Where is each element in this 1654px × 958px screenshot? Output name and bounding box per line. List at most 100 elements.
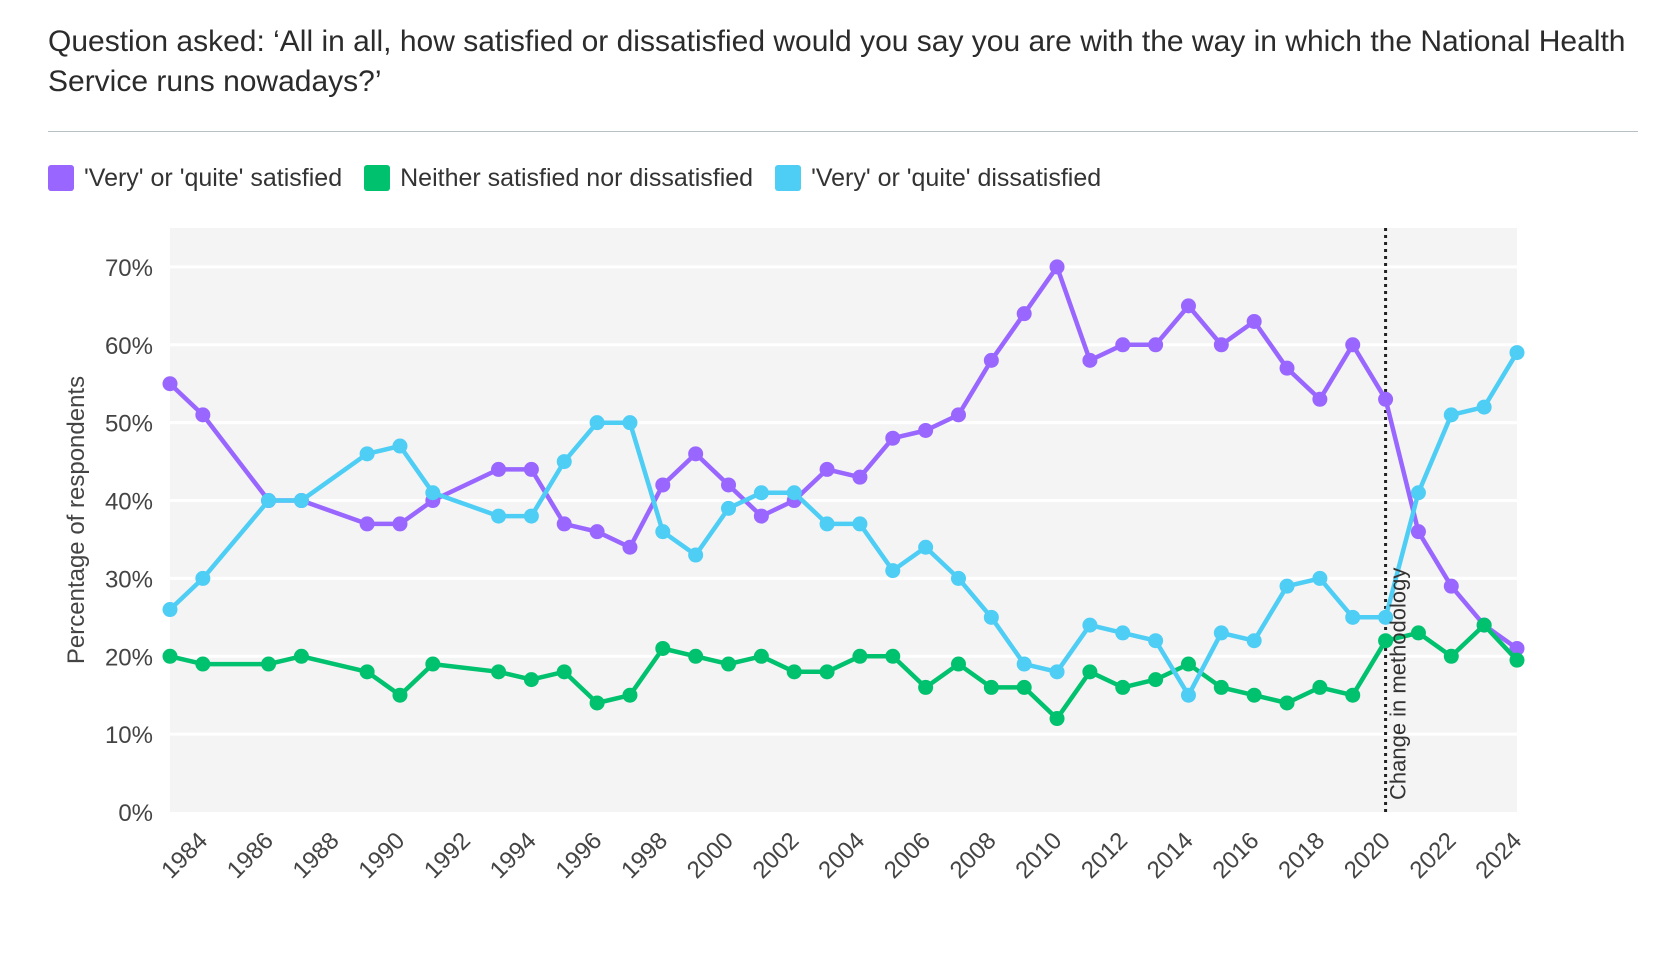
data-point-series-2 (1312, 570, 1328, 586)
data-point-series-0 (852, 469, 868, 485)
data-point-series-1 (1213, 679, 1229, 695)
chart-title: Question asked: ‘All in all, how satisfi… (48, 25, 1626, 98)
data-point-series-1 (523, 672, 539, 688)
data-point-series-2 (1345, 609, 1361, 625)
x-tick-label: 2018 (1273, 827, 1330, 884)
x-tick-label: 2012 (1076, 827, 1133, 884)
legend-item-neither[interactable]: Neither satisfied nor dissatisfied (364, 164, 753, 193)
data-point-series-2 (589, 415, 605, 431)
data-point-series-0 (1443, 578, 1459, 594)
data-point-series-0 (950, 407, 966, 423)
data-point-series-1 (786, 664, 802, 680)
data-point-series-1 (1016, 679, 1032, 695)
data-point-series-1 (1279, 695, 1295, 711)
x-tick-label: 2020 (1339, 827, 1396, 884)
x-tick-label: 2014 (1142, 827, 1199, 884)
data-point-series-1 (359, 664, 375, 680)
data-point-series-0 (1213, 337, 1229, 353)
x-tick-label: 1992 (419, 827, 476, 884)
data-point-series-0 (392, 516, 408, 532)
data-point-series-0 (556, 516, 572, 532)
x-tick-label: 1990 (353, 827, 410, 884)
data-point-series-2 (1082, 617, 1098, 633)
data-point-series-0 (819, 461, 835, 477)
data-point-series-0 (1410, 524, 1426, 540)
data-point-series-0 (1115, 337, 1131, 353)
data-point-series-0 (1148, 337, 1164, 353)
data-point-series-0 (1016, 306, 1032, 322)
data-point-series-1 (753, 648, 769, 664)
data-point-series-2 (1509, 345, 1525, 361)
data-point-series-1 (1509, 652, 1525, 668)
data-point-series-2 (655, 524, 671, 540)
data-point-series-1 (195, 656, 211, 672)
y-tick-label: 40% (105, 489, 153, 516)
data-point-series-2 (983, 609, 999, 625)
data-point-series-2 (1180, 687, 1196, 703)
x-tick-label: 2002 (748, 827, 805, 884)
data-point-series-1 (983, 679, 999, 695)
data-point-series-1 (589, 695, 605, 711)
legend-label-satisfied: 'Very' or 'quite' satisfied (84, 163, 343, 192)
data-point-series-1 (162, 648, 178, 664)
data-point-series-1 (950, 656, 966, 672)
data-point-series-1 (491, 664, 507, 680)
data-point-series-0 (1180, 298, 1196, 314)
data-point-series-1 (655, 640, 671, 656)
legend-swatch-dissatisfied (775, 165, 802, 191)
data-point-series-0 (885, 430, 901, 446)
data-point-series-2 (1476, 399, 1492, 415)
data-point-series-0 (688, 446, 704, 462)
data-point-series-1 (1180, 656, 1196, 672)
y-tick-label: 60% (105, 333, 153, 360)
data-point-series-1 (261, 656, 277, 672)
data-point-series-2 (1115, 625, 1131, 641)
data-point-series-2 (1049, 664, 1065, 680)
x-tick-label: 2008 (945, 827, 1002, 884)
legend: 'Very' or 'quite' satisfied Neither sati… (48, 160, 1123, 196)
x-tick-label: 2024 (1470, 827, 1527, 884)
data-point-series-1 (885, 648, 901, 664)
legend-swatch-neither (364, 165, 391, 191)
data-point-series-1 (1378, 633, 1394, 649)
x-tick-label: 2000 (682, 827, 739, 884)
x-tick-label: 1994 (485, 827, 542, 884)
data-point-series-2 (918, 539, 934, 555)
data-point-series-2 (852, 516, 868, 532)
data-point-series-2 (1443, 407, 1459, 423)
y-axis-label: Percentage of respondents (63, 376, 90, 664)
y-tick-label: 10% (105, 722, 153, 749)
data-point-series-2 (556, 454, 572, 470)
data-point-series-0 (162, 376, 178, 392)
y-tick-label: 20% (105, 644, 153, 671)
data-point-series-2 (261, 493, 277, 509)
data-point-series-2 (885, 563, 901, 579)
data-point-series-0 (589, 524, 605, 540)
legend-item-dissatisfied[interactable]: 'Very' or 'quite' dissatisfied (775, 164, 1101, 193)
data-point-series-0 (1049, 259, 1065, 275)
x-tick-label: 1998 (616, 827, 673, 884)
y-tick-label: 30% (105, 566, 153, 593)
data-point-series-1 (293, 648, 309, 664)
data-point-series-2 (162, 602, 178, 618)
data-point-series-0 (983, 352, 999, 368)
x-tick-label: 2022 (1405, 827, 1462, 884)
data-point-series-2 (293, 493, 309, 509)
x-tick-label: 2016 (1208, 827, 1265, 884)
legend-swatch-satisfied (48, 165, 74, 191)
data-point-series-2 (1148, 633, 1164, 649)
data-point-series-2 (1378, 609, 1394, 625)
data-point-series-1 (1476, 617, 1492, 633)
data-point-series-2 (1246, 633, 1262, 649)
data-point-series-2 (819, 516, 835, 532)
data-point-series-1 (1410, 625, 1426, 641)
legend-item-satisfied[interactable]: 'Very' or 'quite' satisfied (48, 164, 342, 193)
data-point-series-1 (1115, 679, 1131, 695)
data-point-series-2 (1213, 625, 1229, 641)
data-point-series-0 (753, 508, 769, 524)
data-point-series-0 (918, 422, 934, 438)
data-point-series-0 (195, 407, 211, 423)
data-point-series-1 (721, 656, 737, 672)
data-point-series-2 (1279, 578, 1295, 594)
